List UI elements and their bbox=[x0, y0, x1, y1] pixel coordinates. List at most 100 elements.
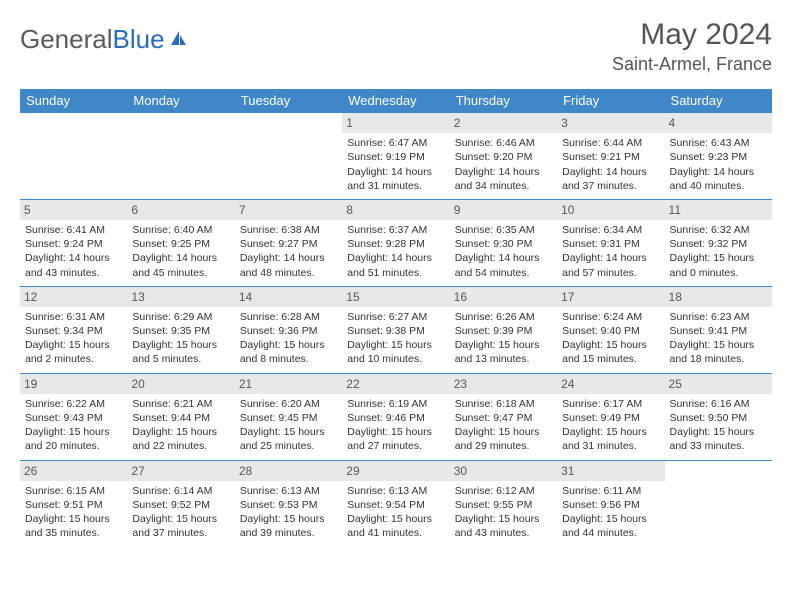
day-number: 22 bbox=[342, 374, 449, 394]
day-cell: 29 Sunrise: 6:13 AMSunset: 9:54 PMDayligh… bbox=[342, 460, 449, 546]
calendar-table: SundayMondayTuesdayWednesdayThursdayFrid… bbox=[20, 89, 772, 546]
day-cell: 6Sunrise: 6:40 AMSunset: 9:25 PMDaylight… bbox=[127, 199, 234, 286]
location: Saint-Armel, France bbox=[612, 54, 772, 75]
day-info: Sunrise: 6:32 AMSunset: 9:32 PMDaylight:… bbox=[670, 223, 767, 280]
day-number: 13 bbox=[127, 287, 234, 307]
day-number: 25 bbox=[665, 374, 772, 394]
day-info: Sunrise: 6:37 AMSunset: 9:28 PMDaylight:… bbox=[347, 223, 444, 280]
month-title: May 2024 bbox=[612, 18, 772, 52]
day-cell: 1 Sunrise: 6:47 AMSunset: 9:19 PMDaylight… bbox=[342, 113, 449, 200]
day-info: Sunrise: 6:16 AMSunset: 9:50 PMDaylight:… bbox=[670, 397, 767, 454]
week-row: 5 Sunrise: 6:41 AMSunset: 9:24 PMDaylight… bbox=[20, 199, 772, 286]
day-header: Wednesday bbox=[342, 89, 449, 113]
day-cell: 23 Sunrise: 6:18 AMSunset: 9:47 PMDayligh… bbox=[450, 373, 557, 460]
day-cell: 4 Sunrise: 6:43 AMSunset: 9:23 PMDaylight… bbox=[665, 113, 772, 200]
day-info: Sunrise: 6:38 AMSunset: 9:27 PMDaylight:… bbox=[240, 223, 337, 280]
day-number: 14 bbox=[235, 287, 342, 307]
day-number: 20 bbox=[127, 374, 234, 394]
day-info: Sunrise: 6:22 AMSunset: 9:43 PMDaylight:… bbox=[25, 397, 122, 454]
day-number: 10 bbox=[557, 200, 664, 220]
day-header: Sunday bbox=[20, 89, 127, 113]
day-info: Sunrise: 6:12 AMSunset: 9:55 PMDaylight:… bbox=[455, 484, 552, 541]
day-cell: 25 Sunrise: 6:16 AMSunset: 9:50 PMDayligh… bbox=[665, 373, 772, 460]
day-number: 29 bbox=[342, 461, 449, 481]
day-number: 15 bbox=[342, 287, 449, 307]
day-number: 28 bbox=[235, 461, 342, 481]
day-number: 6 bbox=[127, 200, 234, 220]
day-cell: 14 Sunrise: 6:28 AMSunset: 9:36 PMDayligh… bbox=[235, 286, 342, 373]
day-cell: 3Sunrise: 6:44 AMSunset: 9:21 PMDaylight… bbox=[557, 113, 664, 200]
day-number: 9 bbox=[450, 200, 557, 220]
day-header: Thursday bbox=[450, 89, 557, 113]
day-cell: 15 Sunrise: 6:27 AMSunset: 9:38 PMDayligh… bbox=[342, 286, 449, 373]
day-cell: 9 Sunrise: 6:35 AMSunset: 9:30 PMDaylight… bbox=[450, 199, 557, 286]
day-info: Sunrise: 6:17 AMSunset: 9:49 PMDaylight:… bbox=[562, 397, 659, 454]
header: GeneralBlue May 2024 Saint-Armel, France bbox=[20, 18, 772, 75]
sail-icon bbox=[169, 29, 189, 49]
day-cell: 8 Sunrise: 6:37 AMSunset: 9:28 PMDaylight… bbox=[342, 199, 449, 286]
day-cell: 10 Sunrise: 6:34 AMSunset: 9:31 PMDayligh… bbox=[557, 199, 664, 286]
day-number: 3 bbox=[557, 113, 664, 133]
day-number: 5 bbox=[20, 200, 127, 220]
day-number: 31 bbox=[557, 461, 664, 481]
day-info: Sunrise: 6:24 AMSunset: 9:40 PMDaylight:… bbox=[562, 310, 659, 367]
day-number: 30 bbox=[450, 461, 557, 481]
day-info: Sunrise: 6:27 AMSunset: 9:38 PMDaylight:… bbox=[347, 310, 444, 367]
day-cell: 16 Sunrise: 6:26 AMSunset: 9:39 PMDayligh… bbox=[450, 286, 557, 373]
day-info: Sunrise: 6:34 AMSunset: 9:31 PMDaylight:… bbox=[562, 223, 659, 280]
day-cell: 20 Sunrise: 6:21 AMSunset: 9:44 PMDayligh… bbox=[127, 373, 234, 460]
day-number: 1 bbox=[342, 113, 449, 133]
day-info: Sunrise: 6:28 AMSunset: 9:36 PMDaylight:… bbox=[240, 310, 337, 367]
logo-text-general: General bbox=[20, 24, 113, 55]
day-info: Sunrise: 6:47 AMSunset: 9:19 PMDaylight:… bbox=[347, 136, 444, 193]
week-row: 12Sunrise: 6:31 AMSunset: 9:34 PMDayligh… bbox=[20, 286, 772, 373]
day-cell: 5 Sunrise: 6:41 AMSunset: 9:24 PMDaylight… bbox=[20, 199, 127, 286]
day-info: Sunrise: 6:23 AMSunset: 9:41 PMDaylight:… bbox=[670, 310, 767, 367]
day-info: Sunrise: 6:19 AMSunset: 9:46 PMDaylight:… bbox=[347, 397, 444, 454]
day-number: 26 bbox=[20, 461, 127, 481]
day-number: 24 bbox=[557, 374, 664, 394]
day-cell: 7Sunrise: 6:38 AMSunset: 9:27 PMDaylight… bbox=[235, 199, 342, 286]
day-cell bbox=[20, 113, 127, 200]
day-cell bbox=[665, 460, 772, 546]
day-number: 8 bbox=[342, 200, 449, 220]
logo: GeneralBlue bbox=[20, 24, 189, 55]
day-info: Sunrise: 6:18 AMSunset: 9:47 PMDaylight:… bbox=[455, 397, 552, 454]
day-number: 4 bbox=[665, 113, 772, 133]
day-cell: 11Sunrise: 6:32 AMSunset: 9:32 PMDayligh… bbox=[665, 199, 772, 286]
day-cell: 27Sunrise: 6:14 AMSunset: 9:52 PMDayligh… bbox=[127, 460, 234, 546]
week-row: 26 Sunrise: 6:15 AMSunset: 9:51 PMDayligh… bbox=[20, 460, 772, 546]
day-number: 18 bbox=[665, 287, 772, 307]
day-cell: 12Sunrise: 6:31 AMSunset: 9:34 PMDayligh… bbox=[20, 286, 127, 373]
day-number: 23 bbox=[450, 374, 557, 394]
day-cell: 18 Sunrise: 6:23 AMSunset: 9:41 PMDayligh… bbox=[665, 286, 772, 373]
day-info: Sunrise: 6:46 AMSunset: 9:20 PMDaylight:… bbox=[455, 136, 552, 193]
logo-text-blue: Blue bbox=[113, 24, 165, 55]
day-info: Sunrise: 6:41 AMSunset: 9:24 PMDaylight:… bbox=[25, 223, 122, 280]
day-cell: 19Sunrise: 6:22 AMSunset: 9:43 PMDayligh… bbox=[20, 373, 127, 460]
day-info: Sunrise: 6:43 AMSunset: 9:23 PMDaylight:… bbox=[670, 136, 767, 193]
week-row: 19Sunrise: 6:22 AMSunset: 9:43 PMDayligh… bbox=[20, 373, 772, 460]
day-info: Sunrise: 6:21 AMSunset: 9:44 PMDaylight:… bbox=[132, 397, 229, 454]
day-info: Sunrise: 6:15 AMSunset: 9:51 PMDaylight:… bbox=[25, 484, 122, 541]
day-header: Friday bbox=[557, 89, 664, 113]
day-cell: 2 Sunrise: 6:46 AMSunset: 9:20 PMDaylight… bbox=[450, 113, 557, 200]
day-info: Sunrise: 6:13 AMSunset: 9:54 PMDaylight:… bbox=[347, 484, 444, 541]
day-cell: 22 Sunrise: 6:19 AMSunset: 9:46 PMDayligh… bbox=[342, 373, 449, 460]
day-number: 17 bbox=[557, 287, 664, 307]
day-info: Sunrise: 6:14 AMSunset: 9:52 PMDaylight:… bbox=[132, 484, 229, 541]
day-cell: 31 Sunrise: 6:11 AMSunset: 9:56 PMDayligh… bbox=[557, 460, 664, 546]
day-cell: 26 Sunrise: 6:15 AMSunset: 9:51 PMDayligh… bbox=[20, 460, 127, 546]
day-info: Sunrise: 6:26 AMSunset: 9:39 PMDaylight:… bbox=[455, 310, 552, 367]
week-row: 1 Sunrise: 6:47 AMSunset: 9:19 PMDaylight… bbox=[20, 113, 772, 200]
title-block: May 2024 Saint-Armel, France bbox=[612, 18, 772, 75]
day-number: 2 bbox=[450, 113, 557, 133]
day-cell: 17 Sunrise: 6:24 AMSunset: 9:40 PMDayligh… bbox=[557, 286, 664, 373]
day-number: 16 bbox=[450, 287, 557, 307]
day-info: Sunrise: 6:20 AMSunset: 9:45 PMDaylight:… bbox=[240, 397, 337, 454]
day-cell bbox=[235, 113, 342, 200]
day-info: Sunrise: 6:35 AMSunset: 9:30 PMDaylight:… bbox=[455, 223, 552, 280]
day-info: Sunrise: 6:11 AMSunset: 9:56 PMDaylight:… bbox=[562, 484, 659, 541]
day-info: Sunrise: 6:31 AMSunset: 9:34 PMDaylight:… bbox=[25, 310, 122, 367]
day-cell: 21Sunrise: 6:20 AMSunset: 9:45 PMDayligh… bbox=[235, 373, 342, 460]
